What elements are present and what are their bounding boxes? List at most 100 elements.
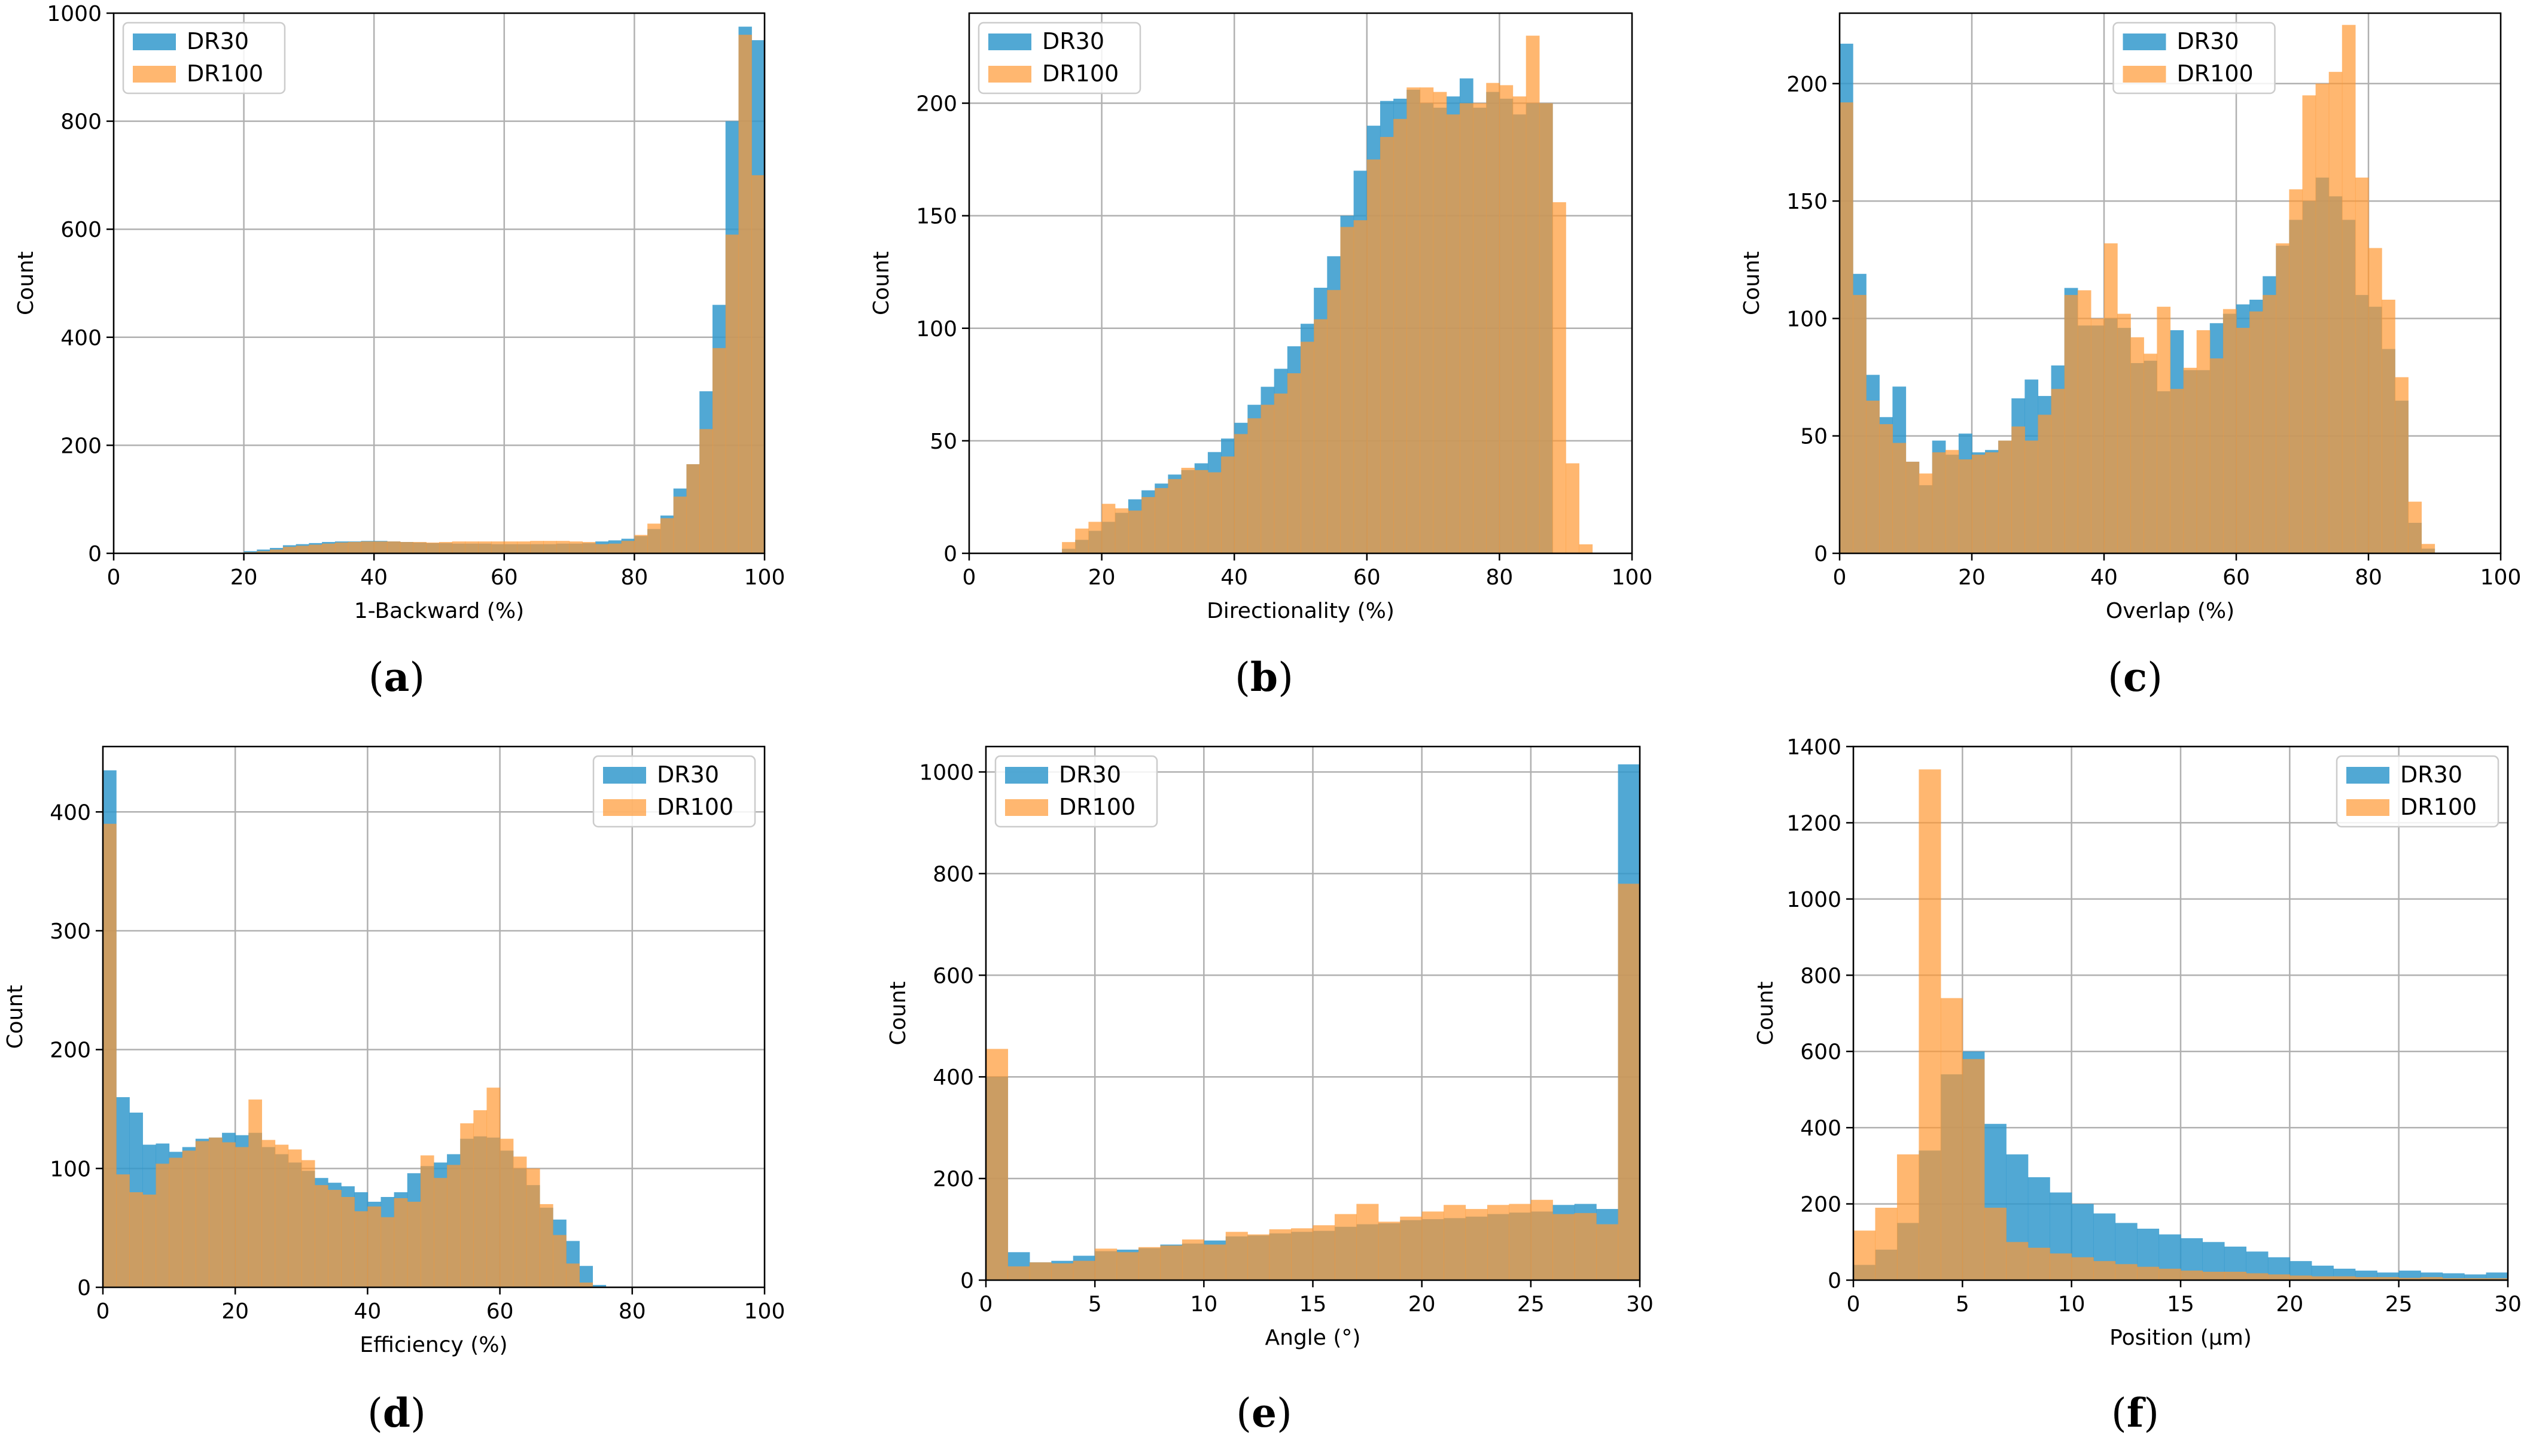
x-tick-label: 0 [96, 1299, 110, 1324]
bar-dr100 [2170, 389, 2184, 553]
legend-label-dr100: DR100 [2177, 60, 2254, 87]
bar-dr100 [2368, 248, 2382, 553]
bar-dr100 [1875, 1207, 1898, 1280]
legend-label-dr30: DR30 [187, 28, 249, 54]
legend: DR30 DR100 [978, 22, 1141, 95]
bar-dr100 [426, 542, 440, 553]
bar-dr100 [473, 1110, 488, 1287]
bar-dr100 [2328, 72, 2343, 554]
bar-dr100 [1446, 114, 1460, 553]
x-tick-label: 80 [2355, 565, 2382, 590]
y-tick-label: 400 [60, 326, 102, 351]
bar-dr100 [647, 523, 661, 553]
bar-dr100 [1207, 472, 1222, 553]
bar-dr100 [569, 541, 583, 553]
bar-dr100 [2421, 544, 2435, 553]
y-tick-label: 400 [50, 800, 91, 825]
y-tick-label: 200 [1800, 1193, 1841, 1217]
bar-dr100 [1366, 159, 1381, 553]
legend-swatch-dr30 [1005, 767, 1048, 784]
bar-dr100 [1945, 450, 1959, 553]
bar-dr100 [288, 1149, 302, 1287]
bar-dr100 [1406, 87, 1421, 554]
bar-dr100 [1552, 1214, 1575, 1280]
bar-dr100 [504, 541, 518, 553]
bar-dr100 [1378, 1222, 1400, 1280]
bar-dr100 [420, 1155, 434, 1287]
bar-dr100 [699, 429, 713, 553]
bar-dr100 [2117, 313, 2131, 553]
bar-dr100 [1539, 103, 1553, 553]
x-tick-label: 20 [230, 565, 258, 590]
bar-dr100 [566, 1263, 580, 1287]
axes-frame [112, 12, 766, 555]
bar-dr30 [2442, 1273, 2465, 1280]
bar-dr100 [608, 543, 622, 553]
bar-dr100 [1420, 87, 1434, 554]
bar-dr100 [1853, 1230, 1876, 1280]
bar-dr100 [543, 541, 557, 553]
bar-dr100 [413, 542, 427, 553]
panel-label-letter: d [383, 1390, 410, 1436]
x-tick-label: 40 [1220, 565, 1248, 590]
y-tick-label: 800 [60, 110, 102, 135]
bar-dr100 [434, 1178, 447, 1287]
y-tick-label: 1200 [1786, 811, 1841, 836]
axes-frame [968, 12, 1633, 555]
bar-dr100 [1314, 319, 1328, 553]
bar-dr100 [2486, 1278, 2508, 1280]
bar-dr100 [1879, 424, 1893, 553]
legend: DR30 DR100 [2112, 22, 2276, 95]
x-tick-label: 20 [1088, 565, 1116, 590]
y-tick-label: 800 [1800, 964, 1841, 988]
bar-dr100 [208, 1137, 223, 1287]
bar-dr100 [1940, 998, 1963, 1280]
bar-dr100 [328, 1190, 342, 1287]
bar-dr100 [407, 1201, 421, 1287]
bar-dr100 [1356, 1204, 1379, 1280]
panel-label-paren: ( [2108, 654, 2123, 700]
x-tick-label: 40 [2090, 565, 2118, 590]
y-tick-label: 0 [77, 1276, 91, 1300]
bar-dr100 [348, 542, 362, 553]
panel-label-letter: a [384, 654, 410, 700]
bar-dr100 [2408, 501, 2422, 553]
x-tick-label: 20 [2276, 1292, 2303, 1317]
bar-dr100 [116, 1174, 130, 1287]
bar-dr100 [248, 1099, 263, 1287]
bar-dr100 [2158, 1268, 2181, 1280]
y-tick-label: 600 [933, 964, 974, 988]
panel-label-paren: ) [2147, 654, 2163, 700]
bar-dr100 [2104, 243, 2118, 553]
legend-label-dr30: DR30 [2400, 761, 2462, 788]
bar-dr100 [1932, 452, 1946, 553]
x-tick-label: 30 [2494, 1292, 2522, 1317]
bar-dr100 [2289, 189, 2303, 553]
y-tick-label: 200 [50, 1038, 91, 1063]
bar-dr100 [686, 464, 700, 553]
bar-dr100 [556, 541, 570, 553]
legend-label-dr30: DR30 [657, 761, 719, 788]
bar-dr100 [2157, 306, 2171, 553]
bar-dr100 [582, 542, 596, 553]
y-tick-label: 0 [1814, 542, 1828, 566]
x-axis-label: Overlap (%) [2106, 599, 2234, 623]
bar-dr100 [2224, 1271, 2246, 1280]
bar-dr100 [478, 541, 492, 553]
bar-dr100 [2024, 440, 2039, 553]
bar-dr100 [270, 549, 284, 553]
axes-frame [102, 745, 766, 1289]
bar-dr100 [195, 1141, 209, 1287]
bar-dr100 [2027, 1247, 2050, 1280]
bar-dr100 [738, 35, 752, 554]
panel-label-paren: ( [367, 1390, 383, 1436]
bar-dr100 [1141, 496, 1155, 553]
bar-dr100 [2311, 1276, 2334, 1280]
x-tick-label: 80 [1485, 565, 1513, 590]
y-tick-label: 0 [1828, 1269, 1841, 1293]
bar-dr100 [1400, 1216, 1423, 1280]
bar-dr100 [1473, 103, 1487, 553]
bar-dr100 [1116, 1252, 1139, 1280]
y-tick-label: 200 [933, 1167, 974, 1192]
